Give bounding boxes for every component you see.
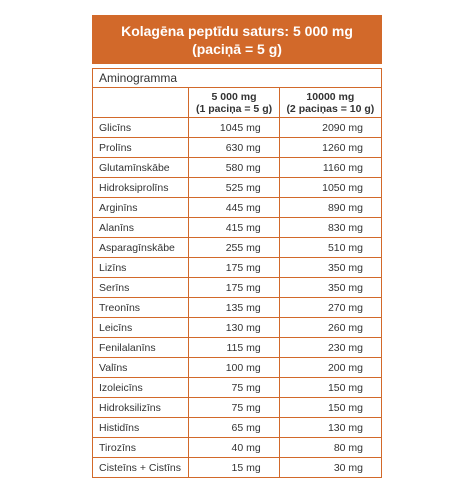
amount: 130 mg: [278, 417, 383, 438]
data-row: Hidroksiprolīns 525 mg 1050 mg: [91, 177, 383, 198]
amount: 75 mg: [188, 397, 280, 418]
column-header-line: 5 000 mg: [211, 90, 257, 103]
data-row: Tirozīns 40 mg 80 mg: [91, 437, 383, 458]
amount: 150 mg: [278, 397, 383, 418]
amino-acid: Hidroksiprolīns: [91, 177, 190, 198]
amount: 580 mg: [188, 157, 280, 178]
data-row: Leicīns 130 mg 260 mg: [91, 317, 383, 338]
data-row: Arginīns 445 mg 890 mg: [91, 197, 383, 218]
column-header-line: (2 paciņas = 10 g): [286, 102, 375, 115]
column-header: 5 000 mg (1 paciņa = 5 g): [188, 87, 280, 118]
amount: 75 mg: [188, 377, 280, 398]
amount: 260 mg: [278, 317, 383, 338]
amount: 415 mg: [188, 217, 280, 238]
amount: 630 mg: [188, 137, 280, 158]
data-row: Prolīns 630 mg 1260 mg: [91, 137, 383, 158]
amino-acid: Treonīns: [91, 297, 190, 318]
data-row: Izoleicīns 75 mg 150 mg: [91, 377, 383, 398]
amount: 150 mg: [278, 377, 383, 398]
amount: 175 mg: [188, 257, 280, 278]
amino-acid: Hidroksilizīns: [91, 397, 190, 418]
amount: 1260 mg: [278, 137, 383, 158]
amount: 15 mg: [188, 457, 280, 478]
data-row: Fenilalanīns 115 mg 230 mg: [91, 337, 383, 358]
data-row: Cisteīns + Cistīns 15 mg 30 mg: [91, 457, 383, 478]
caption-row: Aminogramma: [92, 68, 382, 88]
amount: 80 mg: [278, 437, 383, 458]
data-row: Histidīns 65 mg 130 mg: [91, 417, 383, 438]
header-row: 5 000 mg (1 paciņa = 5 g) 10000 mg (2 paciņ…: [91, 87, 383, 118]
data-row: Alanīns 415 mg 830 mg: [91, 217, 383, 238]
amount: 40 mg: [188, 437, 280, 458]
header: Kolagēna peptīdu saturs: 5 000 mg (paciņ…: [92, 15, 382, 64]
amount: 350 mg: [278, 277, 383, 298]
amino-acid: Serīns: [91, 277, 190, 298]
amount: 200 mg: [278, 357, 383, 378]
subtitle: (paciņā = 5 g): [192, 40, 282, 57]
amount: 100 mg: [188, 357, 280, 378]
amount: 65 mg: [188, 417, 280, 438]
amount: 350 mg: [278, 257, 383, 278]
column-header-line: (1 paciņa = 5 g): [195, 102, 273, 115]
corner-cell: [91, 87, 190, 118]
data-row: Asparagīnskābe 255 mg 510 mg: [91, 237, 383, 258]
data-row: Hidroksilizīns 75 mg 150 mg: [91, 397, 383, 418]
amino-acid: Alanīns: [91, 217, 190, 238]
data-row: Serīns 175 mg 350 mg: [91, 277, 383, 298]
amino-acid: Lizīns: [91, 257, 190, 278]
amino-acid: Asparagīnskābe: [91, 237, 190, 258]
amount: 1050 mg: [278, 177, 383, 198]
amount: 30 mg: [278, 457, 383, 478]
amount: 1160 mg: [278, 157, 383, 178]
amount: 445 mg: [188, 197, 280, 218]
amount: 1045 mg: [188, 117, 280, 138]
amount: 115 mg: [188, 337, 280, 358]
amino-acid: Glicīns: [91, 117, 190, 138]
caption: Aminogramma: [92, 68, 382, 88]
data-row: Glicīns 1045 mg 2090 mg: [91, 117, 383, 138]
amino-acid: Arginīns: [91, 197, 190, 218]
amount: 830 mg: [278, 217, 383, 238]
amount: 270 mg: [278, 297, 383, 318]
column-header: 10000 mg (2 paciņas = 10 g): [278, 87, 383, 118]
amount: 130 mg: [188, 317, 280, 338]
data-row: Glutamīnskābe 580 mg 1160 mg: [91, 157, 383, 178]
title: Kolagēna peptīdu saturs: 5 000 mg: [121, 22, 353, 39]
amount: 230 mg: [278, 337, 383, 358]
amino-acid: Valīns: [91, 357, 190, 378]
amount: 255 mg: [188, 237, 280, 258]
amino-acid: Tirozīns: [91, 437, 190, 458]
amount: 2090 mg: [278, 117, 383, 138]
amino-acid: Prolīns: [91, 137, 190, 158]
amount: 525 mg: [188, 177, 280, 198]
amino-acid: Cisteīns + Cistīns: [91, 457, 190, 478]
data-row: Valīns 100 mg 200 mg: [91, 357, 383, 378]
amino-table: Aminogramma 5 000 mg (1 paciņa = 5 g) 1000…: [91, 68, 383, 478]
column-header-line: 10000 mg: [306, 90, 355, 103]
amino-acid: Fenilalanīns: [91, 337, 190, 358]
amount: 890 mg: [278, 197, 383, 218]
amount: 135 mg: [188, 297, 280, 318]
data-row: Treonīns 135 mg 270 mg: [91, 297, 383, 318]
amino-acid: Izoleicīns: [91, 377, 190, 398]
amino-acid: Leicīns: [91, 317, 190, 338]
amount: 510 mg: [278, 237, 383, 258]
data-row: Lizīns 175 mg 350 mg: [91, 257, 383, 278]
amino-acid: Histidīns: [91, 417, 190, 438]
amino-acid: Glutamīnskābe: [91, 157, 190, 178]
amount: 175 mg: [188, 277, 280, 298]
